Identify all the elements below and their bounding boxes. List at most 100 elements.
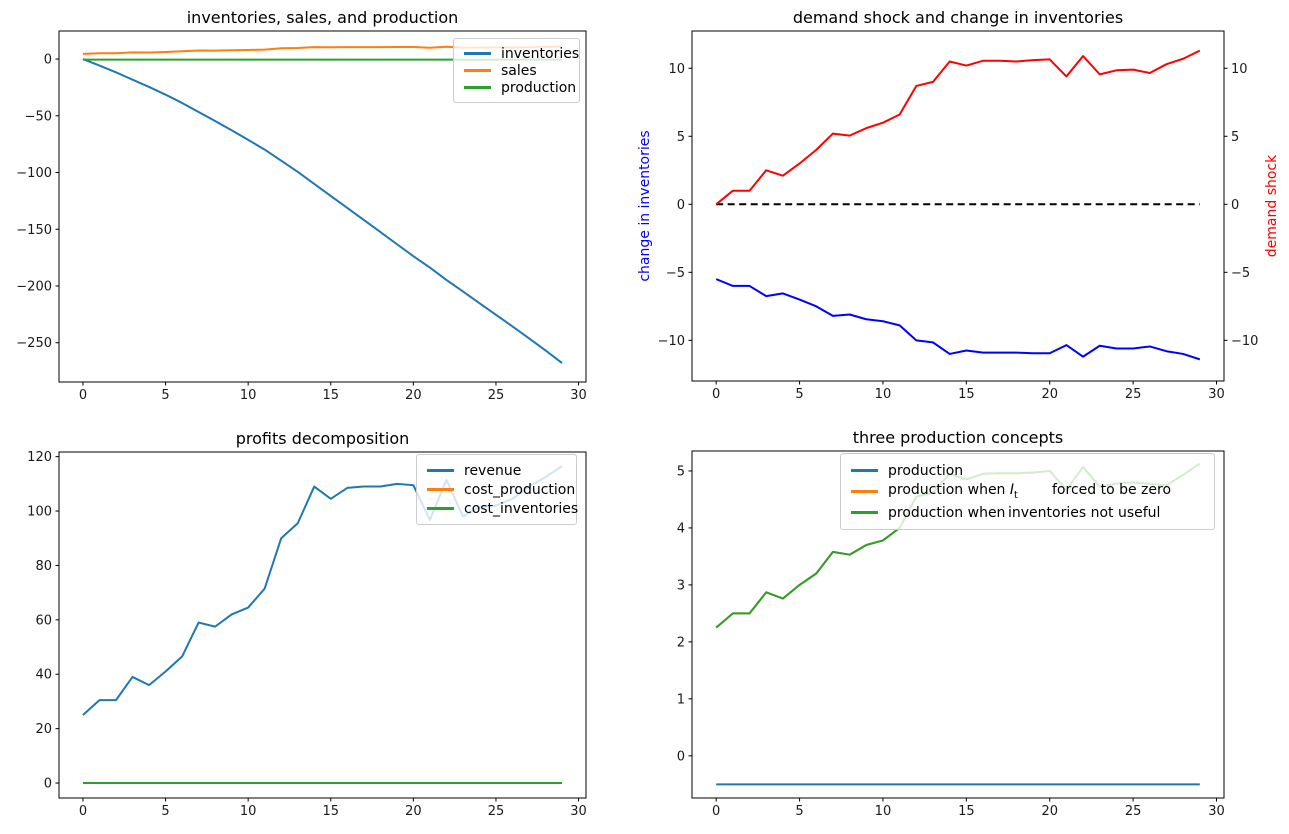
x-tick-label: 15 xyxy=(322,804,339,819)
x-tick-label: 30 xyxy=(1208,387,1225,402)
y-tick-label: 4 xyxy=(677,521,685,536)
legend-label: production when It forced to be zero xyxy=(888,482,1172,501)
x-tick-label: 20 xyxy=(405,804,422,819)
x-tick-label: 5 xyxy=(795,804,803,819)
x-tick-label: 25 xyxy=(488,388,505,403)
legend-item: production xyxy=(462,79,576,96)
y-tick-right-label: 5 xyxy=(1231,130,1239,145)
y-tick-label: 2 xyxy=(677,635,685,650)
x-tick-label: 15 xyxy=(322,388,339,403)
legend: inventories sales production xyxy=(453,38,580,103)
x-tick-label: 5 xyxy=(795,387,803,402)
x-tick-label: 25 xyxy=(488,804,505,819)
y-tick-label: −5 xyxy=(666,266,685,281)
subplot-demand-shock-change-inventories: 0 5 10 15 20 25 30 10 5 0 −5 −10 10 5 0 −5 −10 change in … xyxy=(637,30,1280,402)
legend-item: cost_production xyxy=(425,480,575,499)
x-tick-label: 10 xyxy=(875,387,892,402)
chart-title-inventories-sales-production: inventories, sales, and production xyxy=(186,8,459,27)
legend-line-swatch xyxy=(427,507,454,510)
legend-item: revenue xyxy=(425,461,568,480)
y-tick-label: 0 xyxy=(44,777,52,792)
legend-label: production xyxy=(888,462,964,479)
legend-item: inventories xyxy=(462,45,579,62)
x-tick-label: 0 xyxy=(79,388,87,403)
y-tick-right-label: 10 xyxy=(1231,62,1248,77)
x-tick-label: 30 xyxy=(1208,804,1225,819)
legend-label: production xyxy=(501,79,577,96)
legend-label: sales xyxy=(501,62,537,79)
legend-line-swatch xyxy=(464,86,491,89)
y-tick-label: 1 xyxy=(677,692,685,707)
series-inventories xyxy=(82,58,563,364)
x-tick-label: 30 xyxy=(570,804,587,819)
y-tick-label: 40 xyxy=(35,668,52,683)
y-tick-label: −200 xyxy=(16,279,52,294)
series-change-in-inventories xyxy=(715,278,1201,361)
x-tick-label: 10 xyxy=(240,804,257,819)
x-tick-label: 10 xyxy=(875,804,892,819)
x-tick-label: 0 xyxy=(712,387,720,402)
legend-line-swatch xyxy=(464,69,491,72)
axes-spines xyxy=(58,451,587,799)
plot-lines xyxy=(715,49,1201,361)
axes-spines xyxy=(58,30,587,383)
x-tick-label: 15 xyxy=(958,804,975,819)
y-tick-right-label: −10 xyxy=(1231,334,1258,349)
y-tick-label: 60 xyxy=(35,613,52,628)
y-tick-right-label: −5 xyxy=(1231,266,1250,281)
legend-label: inventories xyxy=(501,45,580,62)
legend-item: production when It forced to be zero xyxy=(849,481,1206,502)
y-tick-label: 20 xyxy=(35,722,52,737)
x-tick-label: 20 xyxy=(405,388,422,403)
x-tick-label: 30 xyxy=(570,388,587,403)
y-tick-label: 10 xyxy=(668,62,685,77)
y-tick-label: 5 xyxy=(677,130,685,145)
y-tick-label: 120 xyxy=(27,450,52,465)
legend-label: cost_inventories xyxy=(464,500,579,517)
y-tick-label: −50 xyxy=(25,109,52,124)
y-tick-label: −100 xyxy=(16,166,52,181)
y-tick-label: 5 xyxy=(677,464,685,479)
axes-spines xyxy=(691,30,1225,382)
legend-line-swatch xyxy=(427,488,454,491)
y-tick-label: −250 xyxy=(16,336,52,351)
y-tick-label: 3 xyxy=(677,578,685,593)
y-tick-label: 100 xyxy=(27,505,52,520)
legend-label: revenue xyxy=(464,462,522,479)
ylabel-left: change in inventories xyxy=(637,130,653,281)
x-tick-label: 15 xyxy=(958,387,975,402)
y-tick-label: −150 xyxy=(16,223,52,238)
legend-item: cost_inventories xyxy=(425,499,578,518)
series-demand-shock xyxy=(715,49,1201,206)
legend: revenue cost_production cost_inventories xyxy=(416,454,578,525)
x-tick-label: 25 xyxy=(1125,804,1142,819)
x-tick-label: 0 xyxy=(79,804,87,819)
legend-line-swatch xyxy=(851,511,878,514)
x-tick-label: 20 xyxy=(1041,387,1058,402)
y-tick-label: 80 xyxy=(35,559,52,574)
x-tick-label: 0 xyxy=(712,804,720,819)
x-tick-label: 5 xyxy=(161,804,169,819)
x-tick-label: 5 xyxy=(161,388,169,403)
ylabel-right: demand shock xyxy=(1264,154,1280,257)
chart-title-three-production-concepts: three production concepts xyxy=(852,428,1064,447)
legend: production production when It forced to be… xyxy=(840,453,1215,530)
legend-line-swatch xyxy=(427,469,454,472)
legend-line-swatch xyxy=(851,469,878,472)
legend-label-part2: forced to be zero xyxy=(1052,482,1172,499)
y-tick-label: 0 xyxy=(677,198,685,213)
legend-line-swatch xyxy=(464,52,491,55)
legend-item: production xyxy=(849,460,1206,481)
axes-spines xyxy=(691,450,1225,799)
legend-item: production when inventories not useful xyxy=(849,502,1206,523)
legend-item: sales xyxy=(462,62,571,79)
legend-label: production when inventories not useful xyxy=(888,504,1161,521)
legend-label-part2: inventories not useful xyxy=(1008,504,1161,521)
y-tick-label: −10 xyxy=(658,334,685,349)
y-tick-label: 0 xyxy=(677,749,685,764)
x-tick-label: 20 xyxy=(1041,804,1058,819)
y-tick-label: 0 xyxy=(44,53,52,68)
x-tick-label: 10 xyxy=(240,388,257,403)
legend-label: cost_production xyxy=(464,481,576,498)
